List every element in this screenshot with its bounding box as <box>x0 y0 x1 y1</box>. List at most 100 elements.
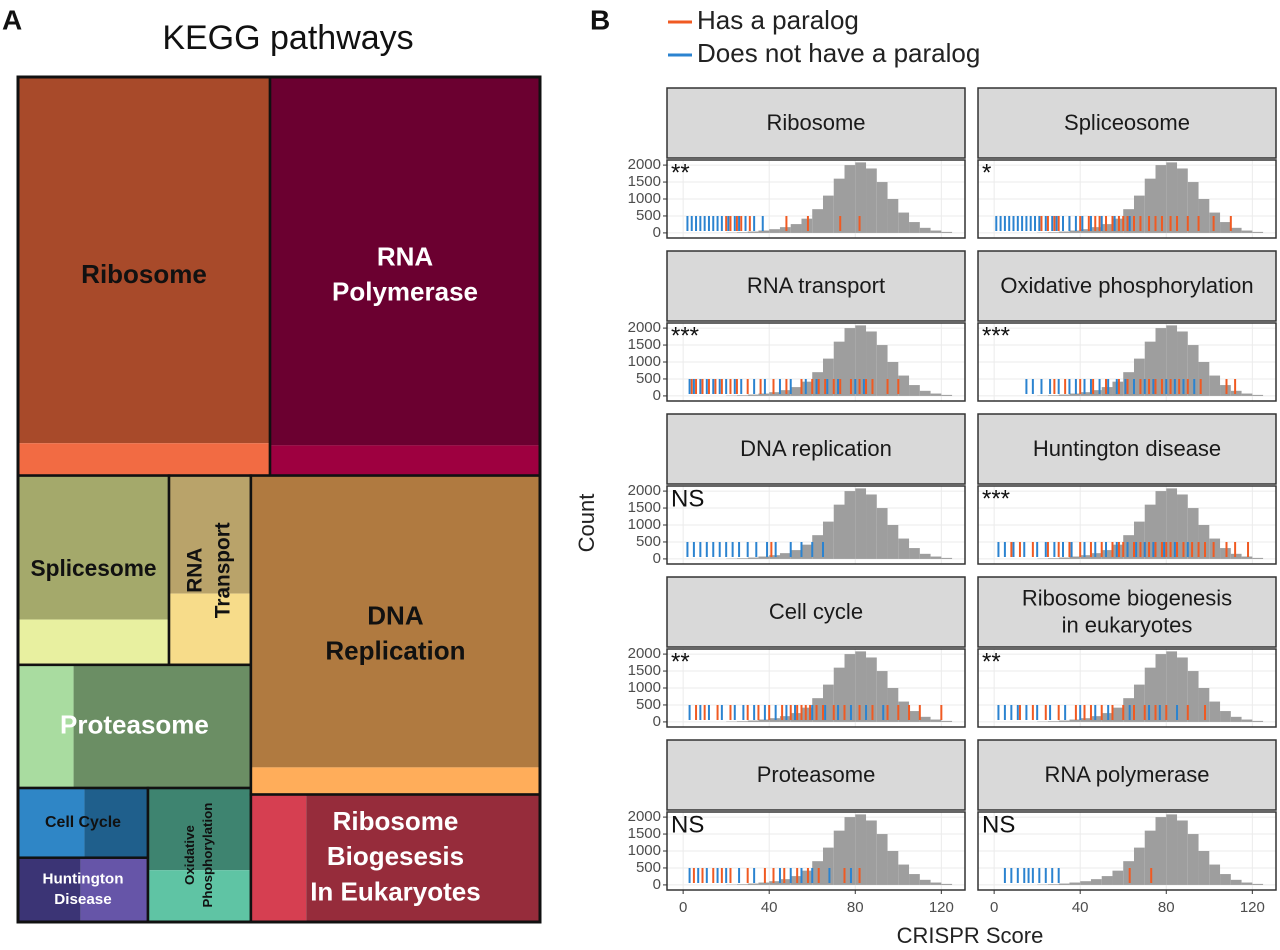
histogram-bar <box>1198 362 1210 396</box>
facet-title: RNA polymerase <box>1044 762 1209 787</box>
histogram-bar <box>790 387 802 396</box>
histogram-bar <box>941 720 953 722</box>
histogram-bar <box>1090 227 1102 233</box>
histogram-bar <box>1123 372 1134 396</box>
y-tick-label: 1500 <box>628 336 661 353</box>
facet-strip <box>977 576 1277 648</box>
histogram-bar <box>855 325 867 396</box>
histogram-bar <box>769 555 780 559</box>
histogram-bar <box>1101 224 1113 233</box>
histogram-bar <box>876 508 888 559</box>
tile-label: DNA <box>367 600 424 630</box>
histogram-bar <box>1058 883 1070 885</box>
histogram-bar <box>736 395 748 396</box>
histogram-bar <box>1101 387 1113 396</box>
histogram-bar <box>736 721 748 722</box>
histogram-bar <box>779 716 791 722</box>
tile-label: Biogesesis <box>327 841 464 871</box>
facet-strip <box>666 413 966 485</box>
histogram-bar <box>1187 345 1199 396</box>
histogram-bar <box>833 178 845 233</box>
histogram-bar <box>812 535 823 559</box>
y-tick-label: 0 <box>653 224 661 241</box>
histogram-bar <box>919 390 931 396</box>
facet-strip <box>666 576 966 648</box>
facet-strip <box>666 250 966 322</box>
plot-border <box>977 648 1277 728</box>
histogram-bar <box>1144 830 1156 885</box>
histogram-bar <box>1241 719 1253 722</box>
histogram-bar <box>1166 162 1178 233</box>
histogram-bar <box>1198 525 1210 559</box>
significance-label: NS <box>982 811 1015 838</box>
y-tick-label: 1500 <box>628 173 661 190</box>
histogram-bar <box>844 165 856 233</box>
histogram-bar <box>1187 508 1199 559</box>
histogram-bar <box>1220 711 1231 722</box>
histogram-bar <box>866 494 877 559</box>
histogram-bar <box>1252 720 1264 722</box>
histogram-bar <box>736 232 748 233</box>
tile-label: Cell Cycle <box>45 814 121 831</box>
histogram-bar <box>790 713 802 722</box>
histogram-bar <box>844 491 856 559</box>
histogram-bar <box>930 393 942 396</box>
histogram-bar <box>758 230 770 233</box>
x-tick-label: 80 <box>847 899 864 916</box>
histogram-bar <box>1155 654 1167 722</box>
x-axis-label: CRISPR Score <box>897 923 1044 948</box>
histogram-bar <box>1080 881 1091 885</box>
histogram-bar <box>887 851 899 885</box>
histogram-bar <box>930 719 942 722</box>
histogram-bar <box>1220 874 1231 885</box>
y-tick-label: 500 <box>636 207 661 224</box>
tile-label: Ribosome <box>81 259 207 289</box>
histogram-bar <box>1090 716 1102 722</box>
significance-label: NS <box>671 811 704 838</box>
x-tick-label: 0 <box>679 899 687 916</box>
significance-label: *** <box>982 322 1010 349</box>
plot-border <box>666 648 966 728</box>
histogram-bar <box>1144 178 1156 233</box>
tile <box>270 77 540 446</box>
histogram-bar <box>898 701 910 722</box>
histogram-bar <box>866 168 877 233</box>
tile-label: RNA <box>183 548 206 593</box>
histogram-bar <box>1090 390 1102 396</box>
histogram-bar <box>919 716 931 722</box>
histogram-bar <box>736 558 748 559</box>
histogram-bar <box>822 521 834 559</box>
histogram-bar <box>1220 222 1231 233</box>
histogram-bar <box>1230 227 1242 233</box>
y-tick-label: 0 <box>653 713 661 730</box>
y-tick-label: 1000 <box>628 190 661 207</box>
x-tick-label: 0 <box>990 899 998 916</box>
y-tick-label: 2000 <box>628 319 661 336</box>
histogram-bar <box>898 375 910 396</box>
legend-label: Has a paralog <box>697 5 859 35</box>
histogram-bar <box>1112 218 1124 233</box>
histogram-bar <box>1123 861 1134 885</box>
histogram-bar <box>1047 395 1059 396</box>
tile <box>147 788 251 871</box>
histogram-bar <box>930 556 942 559</box>
panel-letter: B <box>590 4 610 35</box>
histogram-bar <box>1198 199 1210 233</box>
histogram-bar <box>1112 870 1124 885</box>
tile-label: Huntington <box>43 871 124 888</box>
histogram-bar <box>747 557 759 559</box>
facet-title: Ribosome <box>766 110 865 135</box>
tile-label: Proteasome <box>60 709 209 739</box>
tile <box>84 788 148 858</box>
histogram-bar <box>769 718 780 722</box>
tile-label: Ribosome <box>333 806 459 836</box>
histogram-bar <box>1058 394 1070 396</box>
histogram-bar <box>866 657 877 722</box>
y-tick-label: 2000 <box>628 482 661 499</box>
histogram-bar <box>1133 684 1145 722</box>
histogram-bar <box>887 688 899 722</box>
significance-label: NS <box>671 485 704 512</box>
histogram-bar <box>844 328 856 396</box>
histogram-bar <box>1241 556 1253 559</box>
